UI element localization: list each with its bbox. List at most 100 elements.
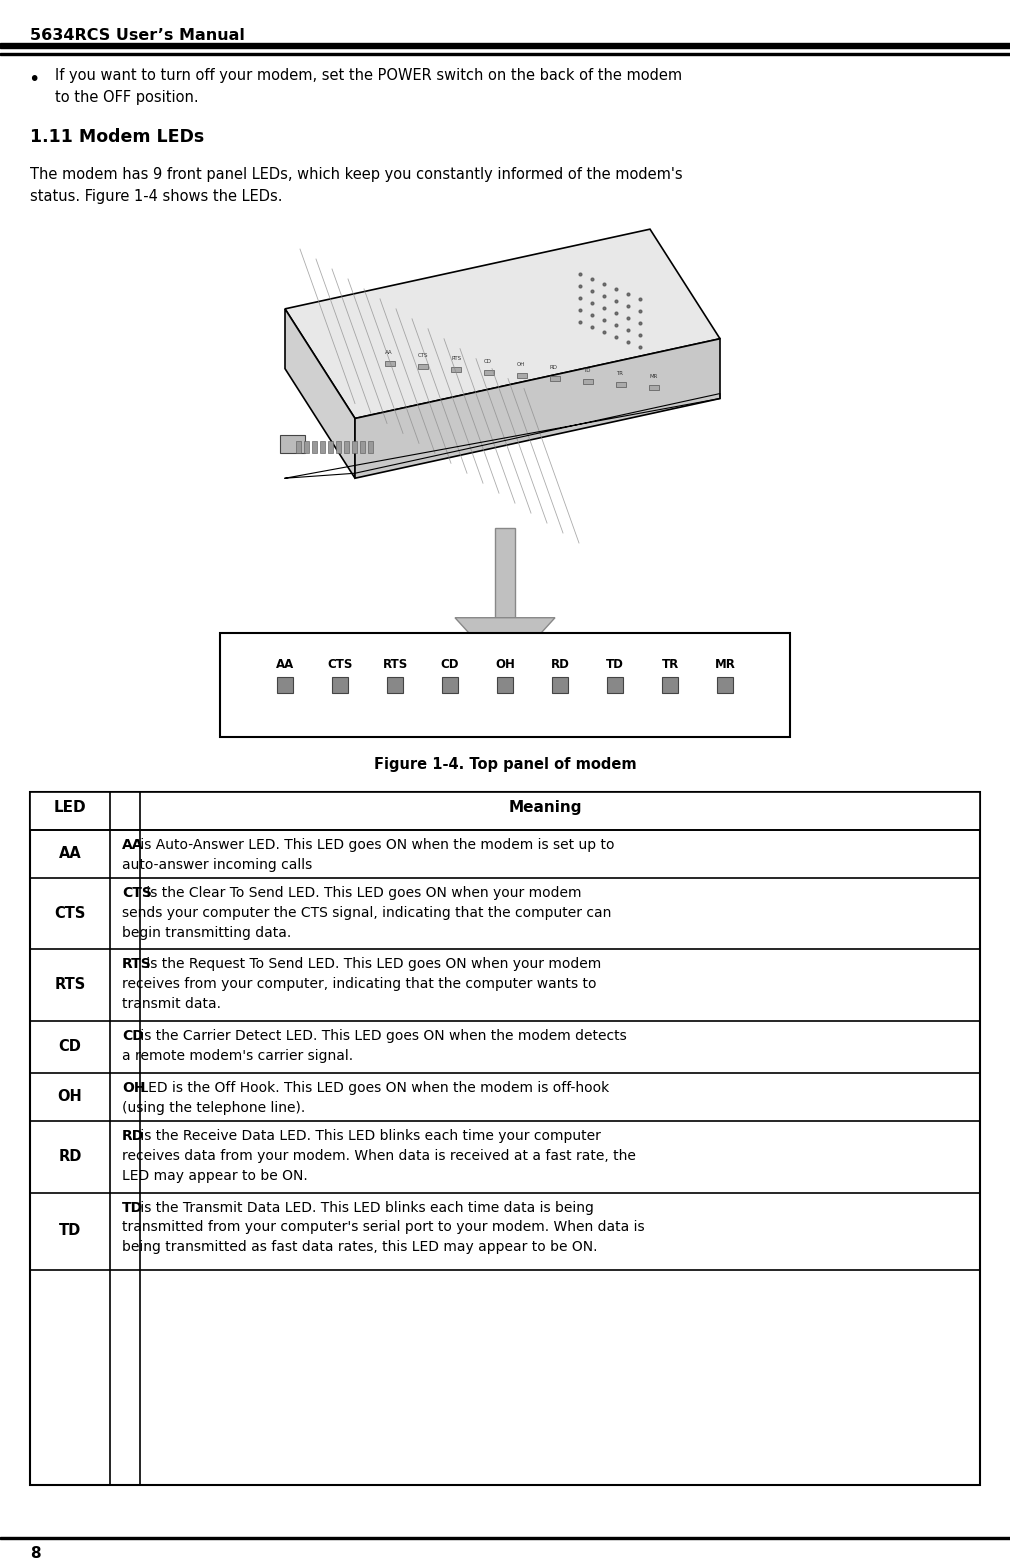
Text: OH: OH xyxy=(517,361,525,366)
Text: RD: RD xyxy=(122,1129,144,1143)
Bar xyxy=(495,529,515,618)
Bar xyxy=(344,441,349,454)
Text: TD: TD xyxy=(59,1223,81,1239)
Bar xyxy=(717,677,733,693)
Bar xyxy=(0,42,1010,48)
Text: transmit data.: transmit data. xyxy=(122,998,221,1012)
Bar xyxy=(662,677,678,693)
Bar xyxy=(385,361,395,366)
Text: 5634RCS User’s Manual: 5634RCS User’s Manual xyxy=(30,28,244,42)
Text: CD: CD xyxy=(484,358,492,364)
Text: OH: OH xyxy=(122,1081,145,1095)
Bar xyxy=(517,372,527,377)
Text: CD: CD xyxy=(122,1029,143,1043)
Text: RD: RD xyxy=(550,657,570,671)
Polygon shape xyxy=(285,230,720,419)
Text: CD: CD xyxy=(440,657,460,671)
Text: is the Carrier Detect LED. This LED goes ON when the modem detects: is the Carrier Detect LED. This LED goes… xyxy=(135,1029,626,1043)
Bar xyxy=(0,53,1010,55)
Text: is the Request To Send LED. This LED goes ON when your modem: is the Request To Send LED. This LED goe… xyxy=(142,957,602,971)
Bar xyxy=(451,366,461,372)
Text: auto-answer incoming calls: auto-answer incoming calls xyxy=(122,857,312,871)
Text: OH: OH xyxy=(58,1089,83,1104)
Text: is the Receive Data LED. This LED blinks each time your computer: is the Receive Data LED. This LED blinks… xyxy=(135,1129,601,1143)
Text: TD: TD xyxy=(583,368,591,372)
Bar xyxy=(360,441,365,454)
Polygon shape xyxy=(454,618,556,673)
Text: LED is the Off Hook. This LED goes ON when the modem is off-hook: LED is the Off Hook. This LED goes ON wh… xyxy=(135,1081,609,1095)
Bar xyxy=(552,677,568,693)
Bar xyxy=(320,441,325,454)
Text: RTS: RTS xyxy=(55,978,86,993)
Text: TR: TR xyxy=(662,657,679,671)
Bar xyxy=(30,791,980,830)
Bar xyxy=(296,441,301,454)
Text: is Auto-Answer LED. This LED goes ON when the modem is set up to: is Auto-Answer LED. This LED goes ON whe… xyxy=(135,838,614,852)
Text: is the Transmit Data LED. This LED blinks each time data is being: is the Transmit Data LED. This LED blink… xyxy=(135,1201,594,1215)
Text: Figure 1-4. Top panel of modem: Figure 1-4. Top panel of modem xyxy=(374,757,636,773)
Text: AA: AA xyxy=(59,846,82,860)
Bar xyxy=(550,375,560,380)
Polygon shape xyxy=(285,308,355,479)
Bar xyxy=(332,677,348,693)
Text: MR: MR xyxy=(714,657,735,671)
Text: CTS: CTS xyxy=(327,657,352,671)
Text: being transmitted as fast data rates, this LED may appear to be ON.: being transmitted as fast data rates, th… xyxy=(122,1240,598,1254)
Text: •: • xyxy=(28,70,39,89)
Text: is the Clear To Send LED. This LED goes ON when your modem: is the Clear To Send LED. This LED goes … xyxy=(142,885,582,899)
Bar xyxy=(649,385,659,389)
Text: CTS: CTS xyxy=(55,906,86,921)
Text: 1.11 Modem LEDs: 1.11 Modem LEDs xyxy=(30,128,204,145)
Text: OH: OH xyxy=(495,657,515,671)
Text: RTS: RTS xyxy=(122,957,152,971)
Text: If you want to turn off your modem, set the POWER switch on the back of the mode: If you want to turn off your modem, set … xyxy=(55,67,682,83)
Text: CD: CD xyxy=(59,1038,82,1054)
Text: (using the telephone line).: (using the telephone line). xyxy=(122,1101,305,1115)
Text: RTS: RTS xyxy=(451,355,462,361)
Text: sends your computer the CTS signal, indicating that the computer can: sends your computer the CTS signal, indi… xyxy=(122,906,611,920)
Bar xyxy=(312,441,317,454)
Text: LED may appear to be ON.: LED may appear to be ON. xyxy=(122,1168,308,1182)
Text: AA: AA xyxy=(122,838,143,852)
Text: RTS: RTS xyxy=(383,657,408,671)
Text: LED: LED xyxy=(54,801,86,815)
Bar xyxy=(368,441,373,454)
Text: receives data from your modem. When data is received at a fast rate, the: receives data from your modem. When data… xyxy=(122,1148,636,1162)
Text: RD: RD xyxy=(59,1148,82,1164)
Bar xyxy=(484,369,494,375)
Text: 8: 8 xyxy=(30,1547,40,1561)
Text: AA: AA xyxy=(276,657,294,671)
Text: status. Figure 1-4 shows the LEDs.: status. Figure 1-4 shows the LEDs. xyxy=(30,189,283,205)
Text: TD: TD xyxy=(606,657,624,671)
Bar xyxy=(328,441,333,454)
Text: MR: MR xyxy=(649,374,658,378)
Bar xyxy=(30,791,980,1484)
Bar xyxy=(607,677,623,693)
Bar xyxy=(352,441,357,454)
Bar xyxy=(442,677,458,693)
Bar xyxy=(280,435,305,454)
Bar xyxy=(387,677,403,693)
Text: to the OFF position.: to the OFF position. xyxy=(55,89,199,105)
Text: Meaning: Meaning xyxy=(508,801,582,815)
Bar xyxy=(336,441,341,454)
Bar xyxy=(418,364,428,369)
Text: TR: TR xyxy=(616,371,623,375)
Bar xyxy=(583,378,593,383)
Text: CTS: CTS xyxy=(122,885,152,899)
Text: CTS: CTS xyxy=(418,353,428,358)
Text: The modem has 9 front panel LEDs, which keep you constantly informed of the mode: The modem has 9 front panel LEDs, which … xyxy=(30,167,683,183)
Text: TD: TD xyxy=(122,1201,143,1215)
Bar xyxy=(616,382,626,386)
Bar xyxy=(277,677,293,693)
Text: a remote modem's carrier signal.: a remote modem's carrier signal. xyxy=(122,1049,354,1064)
Polygon shape xyxy=(355,339,720,479)
Text: RD: RD xyxy=(550,364,558,369)
Text: transmitted from your computer's serial port to your modem. When data is: transmitted from your computer's serial … xyxy=(122,1220,644,1234)
Text: begin transmitting data.: begin transmitting data. xyxy=(122,926,291,940)
Bar xyxy=(220,633,790,737)
Text: receives from your computer, indicating that the computer wants to: receives from your computer, indicating … xyxy=(122,978,597,992)
Bar xyxy=(304,441,309,454)
Bar xyxy=(497,677,513,693)
Bar xyxy=(0,1537,1010,1539)
